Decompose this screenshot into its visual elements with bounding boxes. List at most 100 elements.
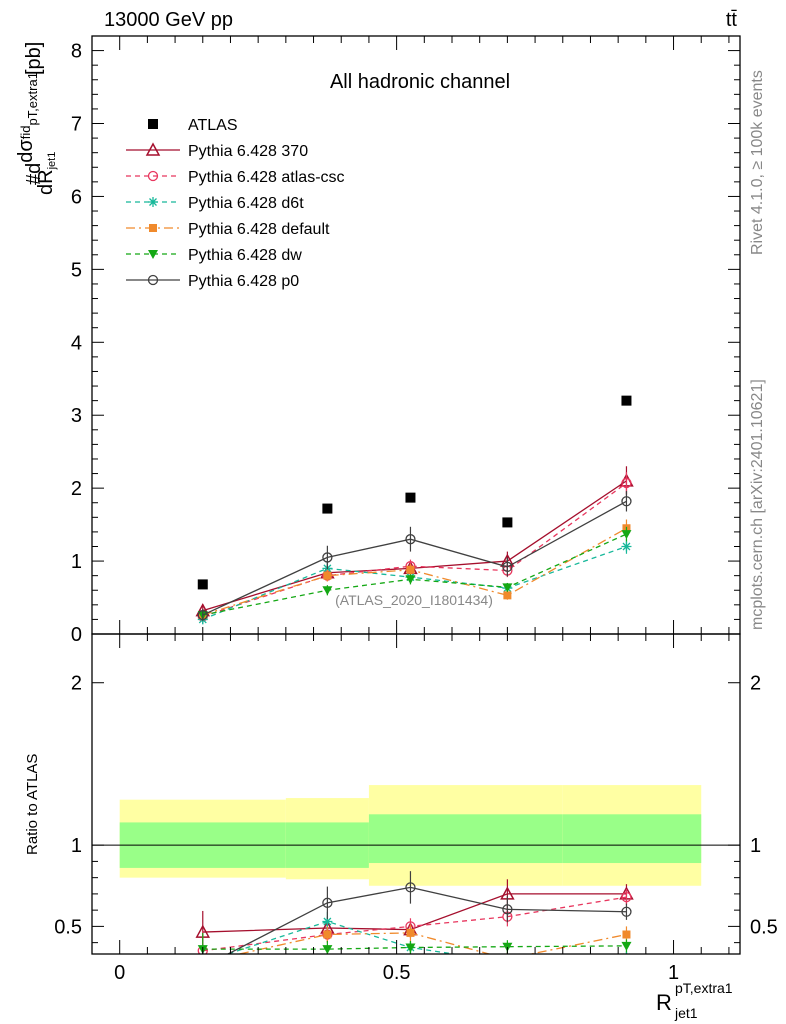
data-point bbox=[197, 609, 208, 621]
ratio-band-inner bbox=[452, 814, 563, 864]
legend-item: ATLAS bbox=[148, 117, 238, 134]
legend-label: Pythia 6.428 dw bbox=[188, 247, 302, 264]
y-axis-label-text: #ddσfidpT,extra1 bbox=[15, 72, 45, 185]
y-tick-label: 0 bbox=[71, 624, 82, 646]
legend-marker bbox=[148, 250, 158, 259]
legend-label: Pythia 6.428 atlas-csc bbox=[188, 169, 345, 186]
ratio-uncertainty-bands bbox=[119, 785, 702, 886]
data-point bbox=[621, 530, 632, 540]
series-line-pythia-6-428-atlas-csc bbox=[202, 482, 627, 618]
ratio-tick-label-right: 2 bbox=[750, 673, 761, 695]
series-line-pythia-6-428-d6t bbox=[202, 545, 627, 621]
y-tick-label: 2 bbox=[71, 478, 82, 500]
data-point bbox=[406, 565, 415, 574]
legend-item: Pythia 6.428 atlas-csc bbox=[126, 169, 345, 186]
legend-label: Pythia 6.428 p0 bbox=[188, 273, 299, 290]
ratio-y-axis-label: Ratio to ATLAS bbox=[24, 754, 41, 855]
legend-label: Pythia 6.428 370 bbox=[188, 143, 308, 160]
process-label: tt̄ bbox=[726, 9, 738, 31]
rivet-version-label: Rivet 4.1.0, ≥ 100k events bbox=[749, 70, 766, 255]
energy-label: 13000 GeV pp bbox=[104, 9, 233, 31]
y-tick-label: 6 bbox=[71, 186, 82, 208]
ratio-point bbox=[622, 930, 631, 939]
ratio-point bbox=[198, 957, 208, 967]
ratio-tick-label: 1 bbox=[71, 835, 82, 857]
legend-marker bbox=[148, 119, 158, 129]
ratio-point bbox=[621, 906, 632, 917]
y-tick-label: 5 bbox=[71, 259, 82, 281]
ratio-point bbox=[621, 941, 632, 951]
x-axis-label-sub: jet1 bbox=[674, 1005, 698, 1021]
x-tick-label: 1 bbox=[668, 962, 679, 984]
y-axis-label-unit: [pb] bbox=[23, 42, 45, 75]
data-point bbox=[405, 534, 416, 545]
data-point bbox=[621, 541, 632, 552]
ratio-frame bbox=[91, 633, 741, 955]
atlas-data-point bbox=[322, 503, 333, 514]
y-tick-label: 4 bbox=[71, 332, 82, 354]
x-tick-label: 0.5 bbox=[383, 962, 411, 984]
data-point bbox=[322, 586, 333, 596]
mcplots-label: mcplots.cern.ch [arXiv:2401.10621] bbox=[749, 379, 766, 630]
ratio-point bbox=[405, 943, 416, 953]
x-axis-label-main: R bbox=[656, 990, 672, 1015]
ratio-tick-label-right: 0.5 bbox=[750, 916, 778, 938]
ratio-band-inner bbox=[368, 814, 452, 864]
y-tick-label: 1 bbox=[71, 551, 82, 573]
analysis-label: (ATLAS_2020_I1801434) bbox=[335, 592, 493, 608]
ratio-point bbox=[323, 930, 332, 939]
ratio-point bbox=[621, 891, 632, 903]
atlas-data-point bbox=[621, 395, 632, 406]
legend-label: ATLAS bbox=[188, 117, 238, 134]
y-tick-label: 8 bbox=[71, 41, 82, 63]
x-axis-label: R jet1 pT,extra1 bbox=[656, 980, 733, 1021]
axes-layer: 0 1 2 3 4 5 6 7 8 0.5 0.5 1 1 2 2 0 0.5 1 bbox=[54, 35, 778, 984]
ratio-tick-label-right: 1 bbox=[750, 835, 761, 857]
reference-points-layer bbox=[197, 395, 632, 590]
ratio-band-inner bbox=[562, 814, 702, 864]
data-point bbox=[502, 561, 513, 573]
ratio-point bbox=[198, 962, 207, 971]
legend-label: Pythia 6.428 d6t bbox=[188, 195, 304, 212]
data-point bbox=[405, 575, 416, 585]
chart-title: All hadronic channel bbox=[330, 71, 510, 93]
ratio-point bbox=[322, 945, 333, 954]
ratio-point bbox=[406, 928, 415, 937]
legend-label: Pythia 6.428 default bbox=[188, 221, 330, 238]
data-point bbox=[323, 571, 332, 580]
legend-item: Pythia 6.428 default bbox=[126, 221, 330, 238]
y-axis-label-denominator: dRjet1 bbox=[35, 152, 58, 195]
legend-marker bbox=[148, 197, 158, 207]
ratio-tick-label: 0.5 bbox=[54, 916, 82, 938]
x-axis-label-sup: pT,extra1 bbox=[675, 980, 733, 996]
ratio-point bbox=[502, 957, 512, 967]
y-tick-label: 7 bbox=[71, 114, 82, 136]
ratio-point bbox=[502, 904, 513, 915]
ratio-series-layer bbox=[195, 871, 634, 971]
y-tick-label: 3 bbox=[71, 405, 82, 427]
ratio-point bbox=[322, 897, 333, 908]
data-point bbox=[503, 591, 512, 600]
x-tick-label: 0 bbox=[114, 962, 125, 984]
legend-marker bbox=[147, 170, 159, 182]
data-point bbox=[502, 583, 513, 593]
ratio-point bbox=[199, 958, 207, 966]
ratio-point bbox=[503, 955, 511, 963]
data-point bbox=[621, 496, 632, 507]
legend-marker bbox=[145, 142, 161, 156]
ratio-point bbox=[405, 882, 416, 893]
ratio-point bbox=[322, 916, 333, 927]
data-point bbox=[621, 477, 632, 489]
ratio-tick-label: 2 bbox=[71, 673, 82, 695]
data-point bbox=[322, 552, 333, 563]
legend-item: Pythia 6.428 370 bbox=[126, 142, 308, 160]
atlas-data-point bbox=[197, 579, 208, 590]
legend: ATLAS Pythia 6.428 370 Pythia 6.428 atlas-… bbox=[126, 117, 345, 290]
legend-item: Pythia 6.428 d6t bbox=[126, 195, 304, 212]
legend-marker bbox=[147, 274, 159, 286]
main-series-layer bbox=[195, 466, 634, 625]
y-axis-label: #ddσfidpT,extra1 dRjet1 [pb] bbox=[15, 42, 58, 195]
atlas-data-point bbox=[502, 517, 513, 528]
legend-item: Pythia 6.428 dw bbox=[126, 247, 302, 264]
